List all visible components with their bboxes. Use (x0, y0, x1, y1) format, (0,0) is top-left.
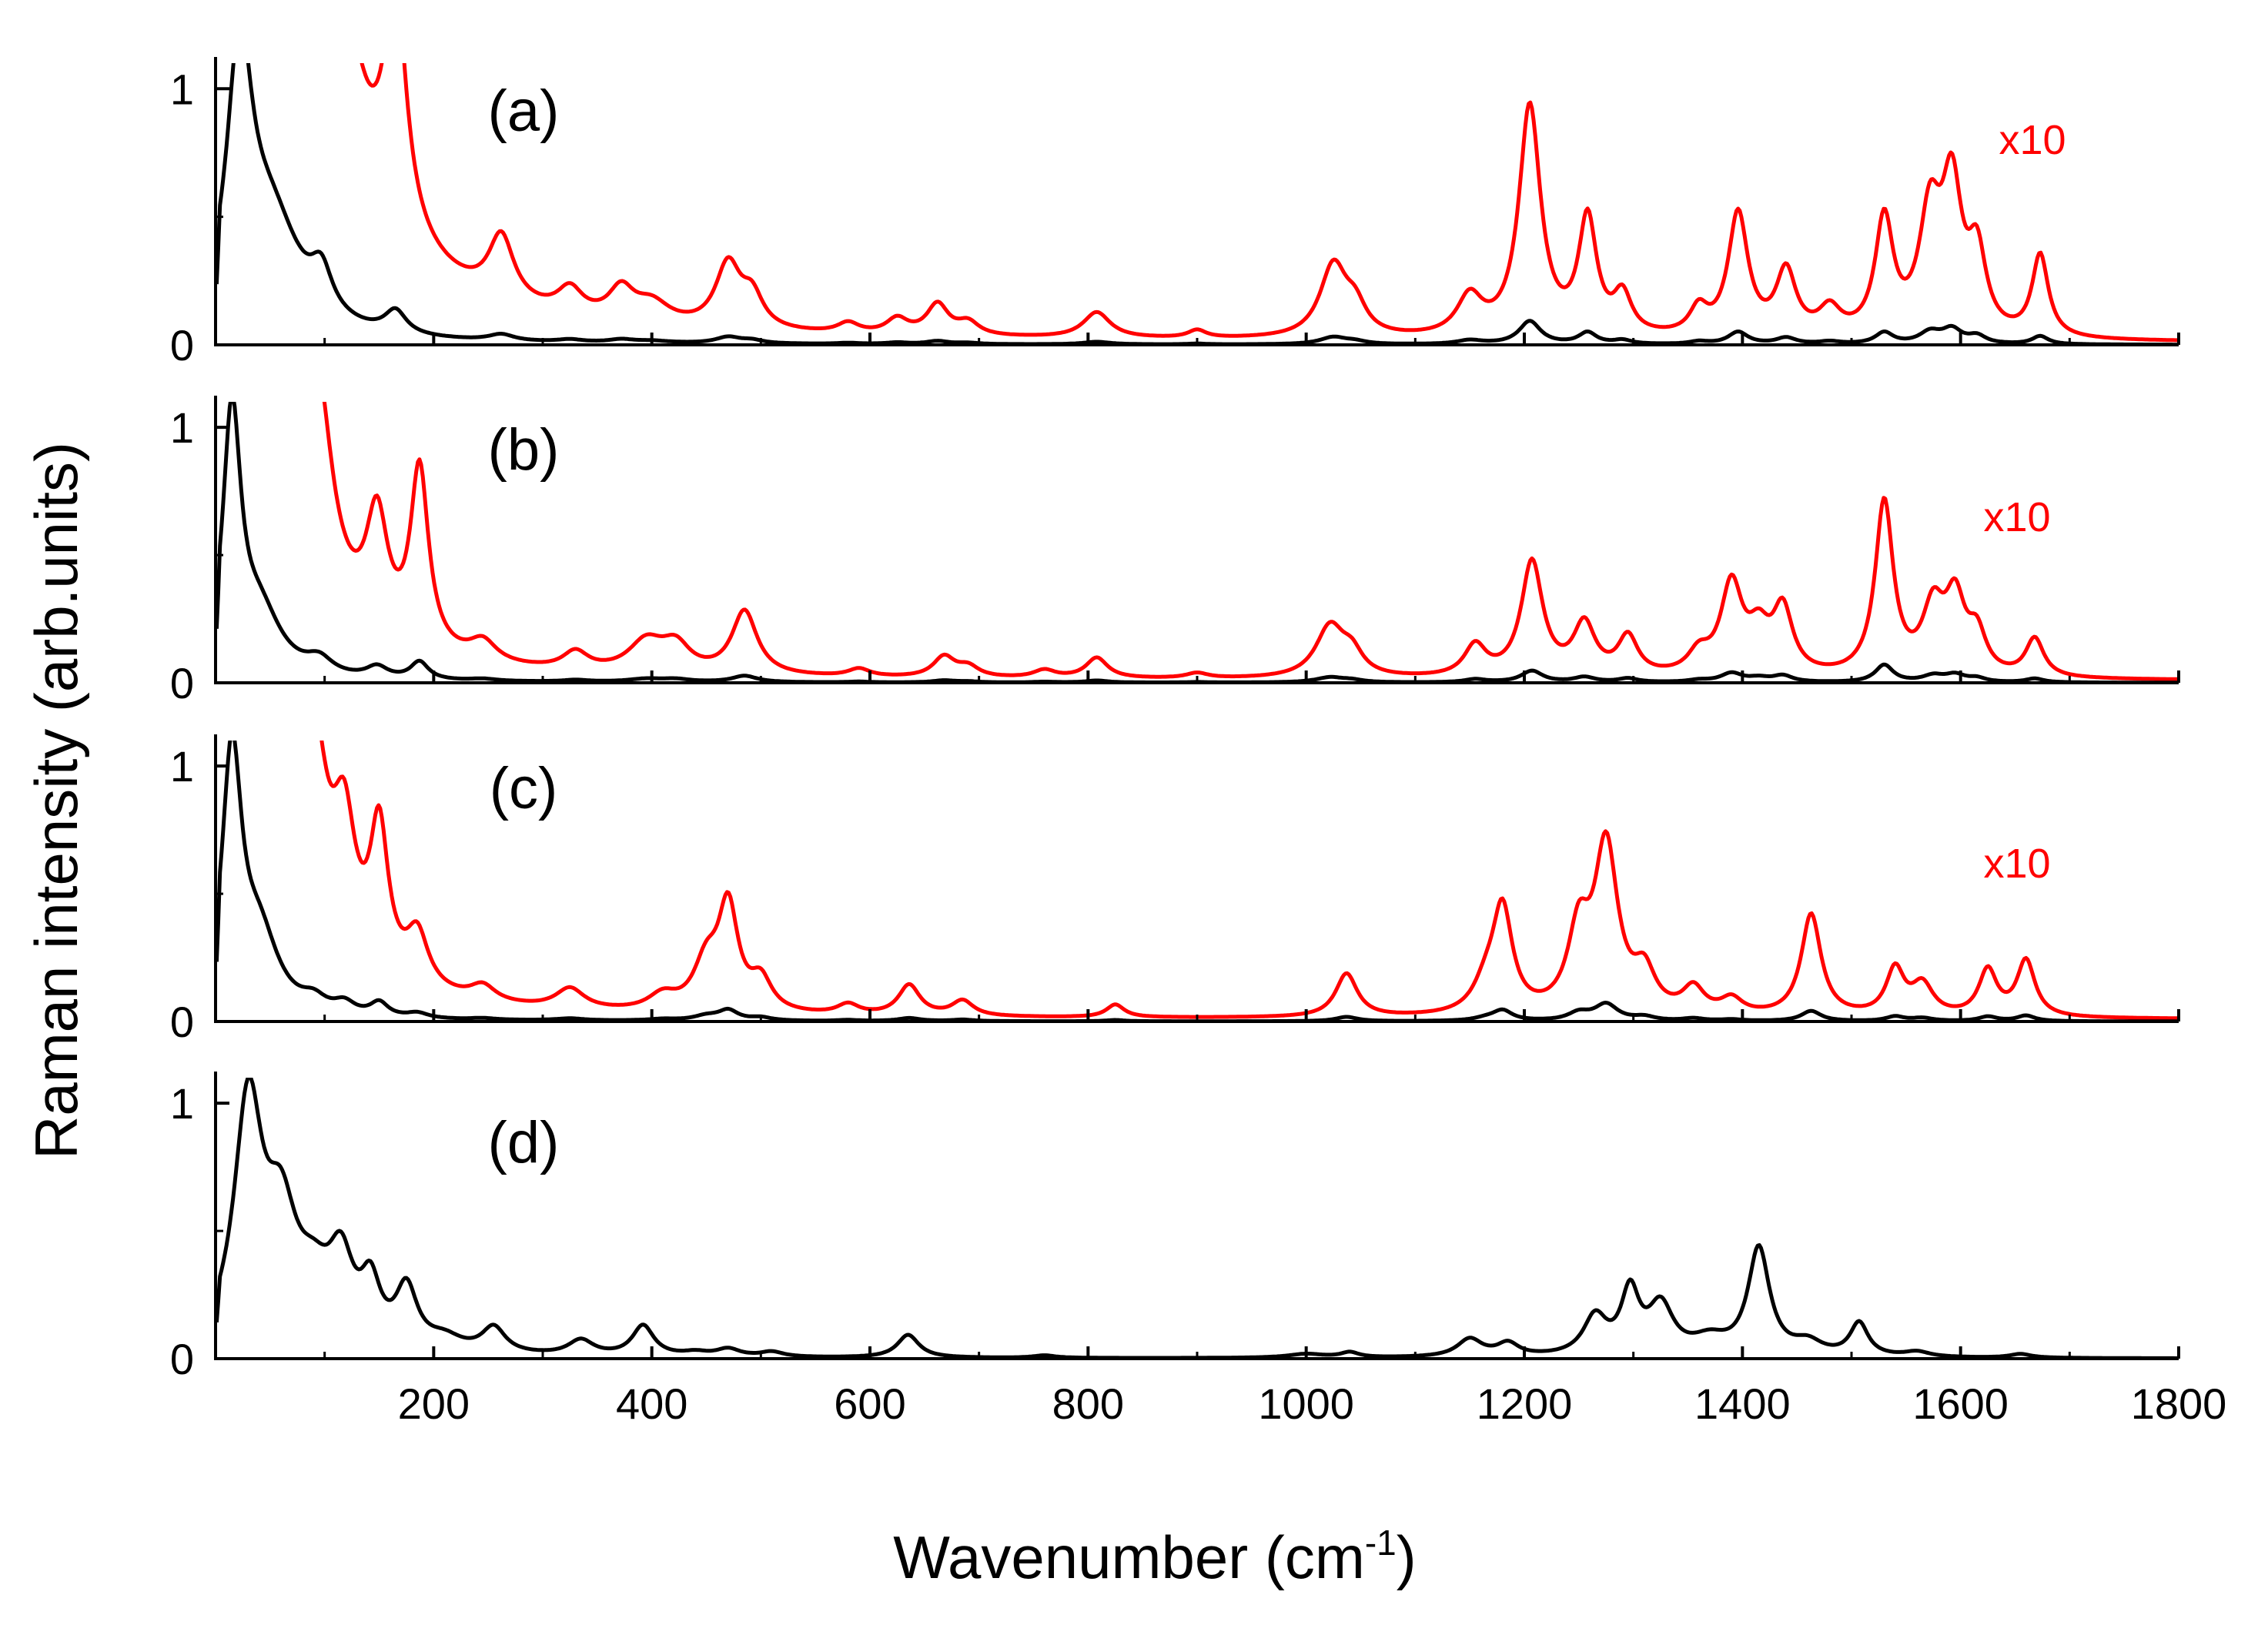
panel-a-label: (a) (488, 79, 560, 144)
panel-d-label: (d) (488, 1110, 560, 1175)
x-tick-label: 1000 (1258, 1379, 1354, 1428)
panel-b-scale-note: x10 (1983, 494, 2050, 540)
panel-c: 0 1 (c) x10 (170, 734, 2180, 1046)
y-axis-title: Raman intensity (arb.units) (22, 442, 90, 1159)
x-axis-title-text: Wavenumber (cm (893, 1523, 1365, 1591)
x-tick-label: 1400 (1694, 1379, 1791, 1428)
panel-b-label: (b) (488, 417, 560, 483)
x-tick-label: 200 (398, 1379, 470, 1428)
panel-a-series-main (216, 63, 2179, 345)
panel-a-scale-note: x10 (1999, 117, 2066, 163)
panel-a-y-tick-label: 0 (170, 321, 194, 369)
x-tick-label: 1200 (1477, 1379, 1573, 1428)
panel-b: 0 1 (b) x10 (170, 396, 2180, 707)
panel-c-series-x10 (319, 741, 2179, 1021)
x-tick-label: 1600 (1912, 1379, 2009, 1428)
x-axis-title-close: ) (1397, 1523, 1417, 1591)
x-tick-label: 800 (1052, 1379, 1124, 1428)
panel-b-series-x10 (322, 402, 2179, 681)
panel-b-y-tick-label: 1 (170, 403, 194, 452)
panel-c-y-tick-label: 0 (170, 998, 194, 1046)
panel-c-scale-note: x10 (1983, 841, 2050, 887)
x-tick-label: 400 (616, 1379, 687, 1428)
x-tick-label: 1800 (2131, 1379, 2227, 1428)
panel-a: 0 1 (a) x10 (170, 57, 2180, 369)
x-axis-title: Wavenumber (cm-1) (893, 1523, 1416, 1591)
x-axis-title-superscript: -1 (1365, 1523, 1397, 1563)
panel-d-y-tick-label: 0 (170, 1335, 194, 1383)
panel-a-series-x10 (360, 63, 2179, 343)
x-tick-label: 600 (834, 1379, 905, 1428)
panel-a-y-tick-label: 1 (170, 65, 194, 113)
panel-c-y-tick-label: 1 (170, 742, 194, 791)
panel-d: 0 1 (d) (170, 1072, 2180, 1383)
panel-c-label: (c) (490, 756, 558, 821)
x-axis-tick-labels: 200 400 600 800 1000 1200 1400 1600 1800 (398, 1379, 2227, 1428)
panel-b-y-tick-label: 0 (170, 659, 194, 707)
panel-d-y-tick-label: 1 (170, 1079, 194, 1128)
